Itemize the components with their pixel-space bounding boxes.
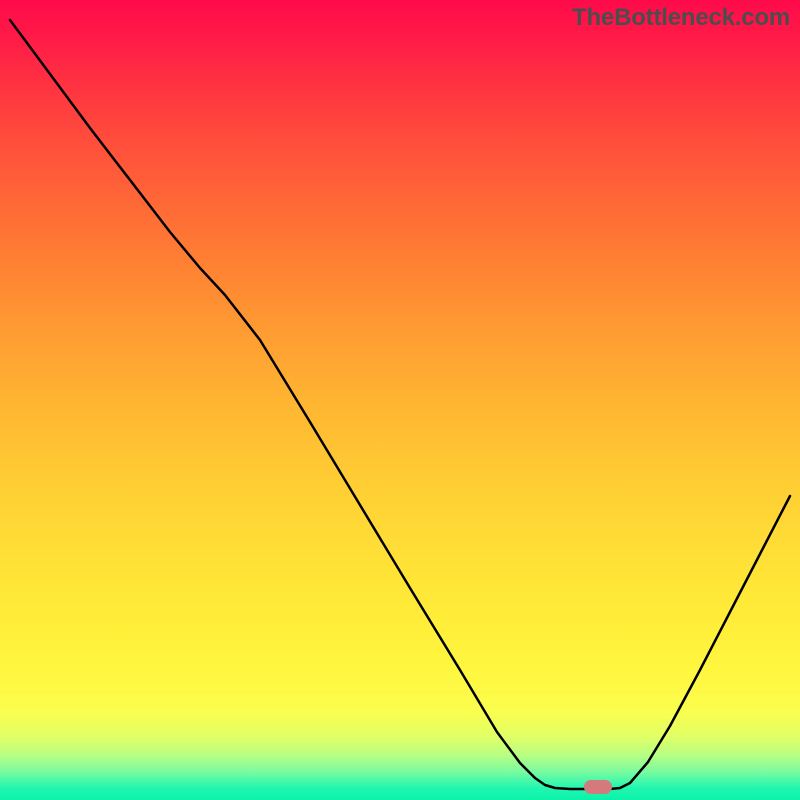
plot-layer [0, 0, 800, 800]
chart-container: TheBottleneck.com [0, 0, 800, 800]
watermark-text: TheBottleneck.com [572, 4, 790, 32]
optimum-marker [584, 780, 612, 794]
bottleneck-curve [10, 20, 790, 789]
